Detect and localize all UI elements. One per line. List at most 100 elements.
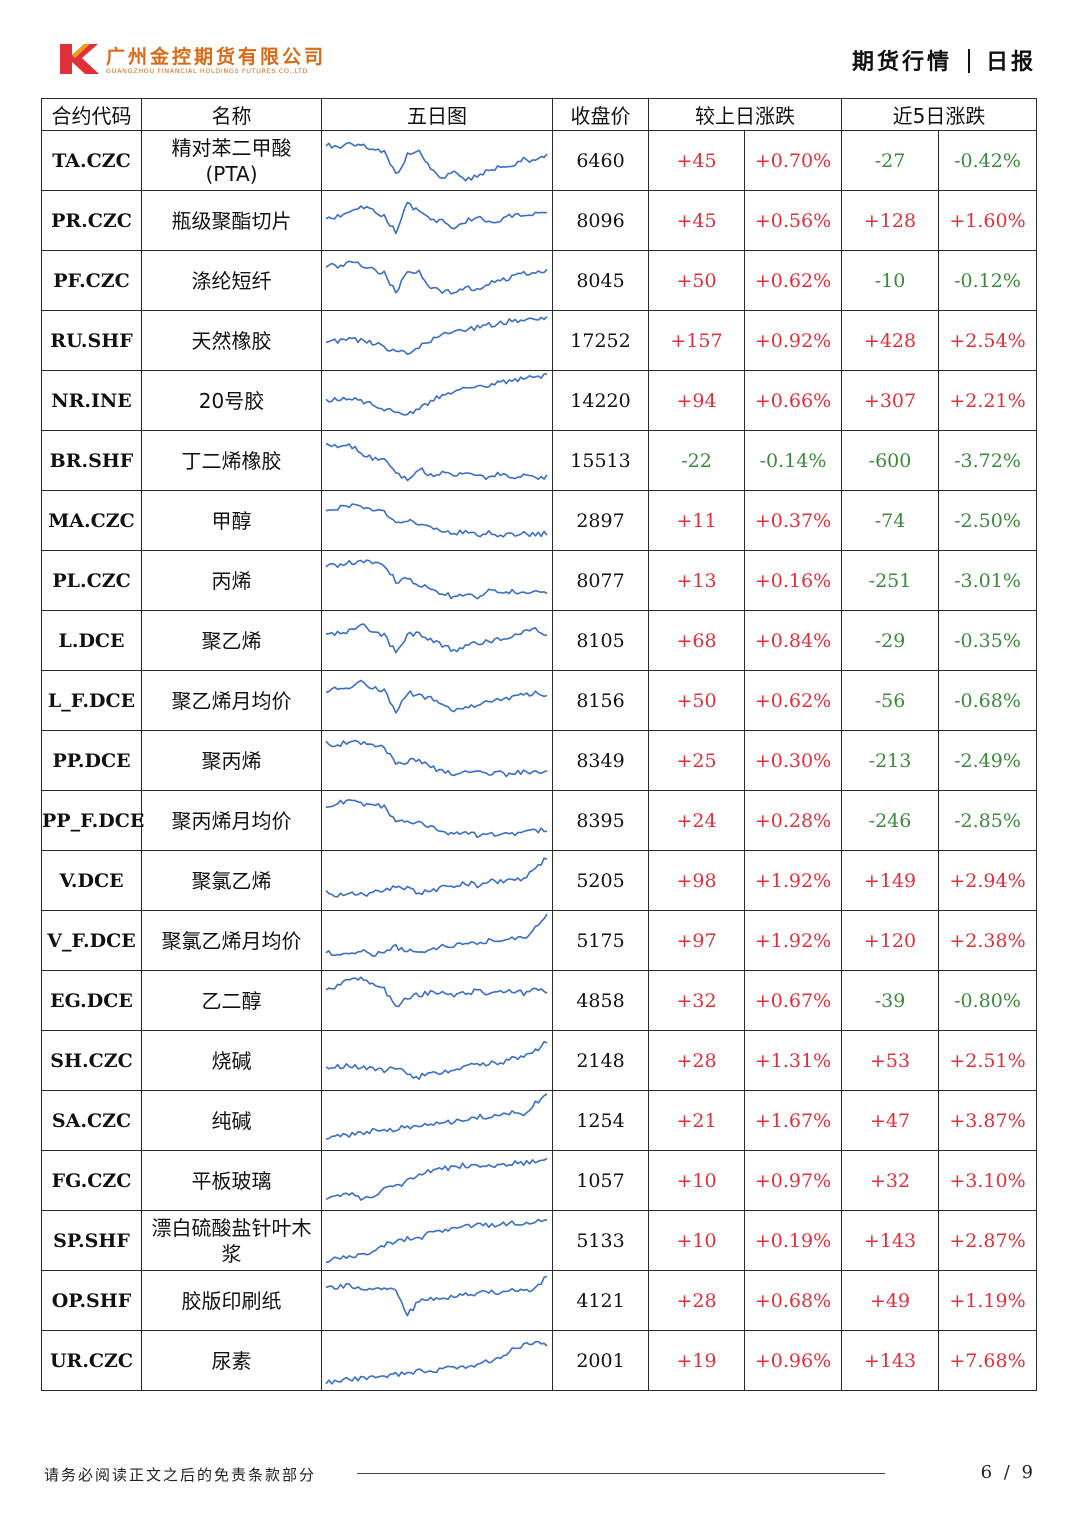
- five-day-change: -600: [841, 430, 939, 491]
- sparkline-path: [325, 1093, 548, 1140]
- table-row: TA.CZC 精对苯二甲酸 (PTA) 6460 +45 +0.70% -27 -0.42%: [41, 130, 1038, 191]
- five-day-change: +149: [841, 850, 939, 911]
- contract-code: PF.CZC: [41, 250, 142, 311]
- daily-change: +68: [648, 610, 745, 671]
- contract-code: PP_F.DCE: [41, 790, 144, 851]
- sparkline-path: [325, 201, 547, 235]
- daily-change-pct: +0.97%: [744, 1150, 842, 1211]
- sparkline-path: [325, 260, 548, 295]
- five-day-chart: [321, 1090, 553, 1151]
- contract-code: SH.CZC: [41, 1030, 142, 1091]
- page-number: 6 / 9: [980, 1462, 1036, 1483]
- five-day-change: +120: [841, 910, 939, 971]
- contract-name: 聚丙烯: [141, 730, 322, 791]
- sparkline-chart: [325, 913, 548, 957]
- five-day-change: +32: [841, 1150, 939, 1211]
- daily-change-pct: +0.84%: [744, 610, 842, 671]
- contract-code: V.DCE: [41, 850, 142, 911]
- contract-name: 尿素: [141, 1330, 322, 1391]
- five-day-change-pct: +1.60%: [937, 190, 1038, 251]
- contract-code: PL.CZC: [41, 550, 142, 611]
- contract-name: 聚乙烯: [141, 610, 322, 671]
- table-row: V.DCE 聚氯乙烯 5205 +98 +1.92% +149 +2.94%: [41, 850, 1038, 911]
- daily-change: +45: [648, 130, 745, 191]
- sparkline-chart: [325, 857, 548, 898]
- daily-change: +11: [648, 490, 745, 551]
- disclaimer-note: 请务必阅读正文之后的免责条款部分: [44, 1466, 317, 1484]
- five-day-chart: [321, 610, 553, 671]
- five-day-change: -39: [841, 970, 939, 1031]
- table-row: L.DCE 聚乙烯 8105 +68 +0.84% -29 -0.35%: [41, 610, 1038, 671]
- quote-rows: TA.CZC 精对苯二甲酸 (PTA) 6460 +45 +0.70% -27 -0.42% P…: [41, 130, 1038, 1391]
- sparkline-chart: [325, 623, 548, 654]
- five-day-change-pct: +2.38%: [937, 910, 1038, 971]
- contract-name: 瓶级聚酯切片: [141, 190, 322, 251]
- five-day-chart: [321, 790, 553, 851]
- daily-change-pct: +0.70%: [744, 130, 842, 191]
- daily-change-pct: +1.31%: [744, 1030, 842, 1091]
- table-row: EG.DCE 乙二醇 4858 +32 +0.67% -39 -0.80%: [41, 970, 1038, 1031]
- five-day-change-pct: +2.87%: [937, 1210, 1038, 1271]
- sparkline-chart: [325, 799, 548, 839]
- table-row: BR.SHF 丁二烯橡胶 15513 -22 -0.14% -600 -3.72%: [41, 430, 1038, 491]
- table-row: NR.INE 20号胶 14220 +94 +0.66% +307 +2.21%: [41, 370, 1038, 431]
- contract-code: SA.CZC: [41, 1090, 142, 1151]
- contract-name: 漂白硫酸盐针叶木浆: [141, 1210, 322, 1271]
- sparkline-path: [325, 976, 548, 1008]
- close-price: 1057: [552, 1150, 649, 1211]
- five-day-change-pct: -2.85%: [937, 790, 1038, 851]
- table-row: OP.SHF 胶版印刷纸 4121 +28 +0.68% +49 +1.19%: [41, 1270, 1038, 1331]
- contract-code: UR.CZC: [41, 1330, 142, 1391]
- sparkline-chart: [325, 559, 548, 600]
- close-price: 8077: [552, 550, 649, 611]
- daily-change-pct: +0.19%: [744, 1210, 842, 1271]
- sparkline-path: [325, 442, 548, 482]
- five-day-change: +307: [841, 370, 939, 431]
- contract-code: RU.SHF: [41, 310, 142, 371]
- sparkline-chart: [325, 1040, 548, 1080]
- logo-k-icon: [60, 44, 99, 74]
- close-price: 5133: [552, 1210, 649, 1271]
- five-day-change-pct: -3.72%: [937, 430, 1038, 491]
- daily-change: +32: [648, 970, 745, 1031]
- daily-change: +50: [648, 670, 745, 731]
- five-day-change-pct: -2.49%: [937, 730, 1038, 791]
- daily-change: +157: [648, 310, 745, 371]
- five-day-chart: [321, 430, 553, 491]
- five-day-change-pct: +2.54%: [937, 310, 1038, 371]
- close-price: 5205: [552, 850, 649, 911]
- five-day-change: -27: [841, 130, 939, 191]
- contract-name: 涤纶短纤: [141, 250, 322, 311]
- five-day-chart: [321, 850, 553, 911]
- contract-name: 丙烯: [141, 550, 322, 611]
- five-day-change: -246: [841, 790, 939, 851]
- five-day-chart: [321, 250, 553, 311]
- sparkline-path: [325, 1040, 548, 1080]
- table-row: PL.CZC 丙烯 8077 +13 +0.16% -251 -3.01%: [41, 550, 1038, 611]
- contract-name: 乙二醇: [141, 970, 322, 1031]
- report-type: 期货行情: [851, 50, 952, 75]
- daily-change-pct: +0.16%: [744, 550, 842, 611]
- close-price: 4858: [552, 970, 649, 1031]
- header-close: 收盘价: [552, 98, 649, 131]
- daily-change: +50: [648, 250, 745, 311]
- sparkline-chart: [325, 1093, 548, 1140]
- contract-code: L_F.DCE: [41, 670, 142, 731]
- sparkline-chart: [325, 1275, 548, 1317]
- daily-change: +98: [648, 850, 745, 911]
- daily-change-pct: +0.67%: [744, 970, 842, 1031]
- five-day-chart: [321, 310, 553, 371]
- header-code: 合约代码: [41, 98, 142, 131]
- sparkline-path: [325, 373, 547, 416]
- sparkline-chart: [325, 316, 548, 355]
- contract-name: 平板玻璃: [141, 1150, 322, 1211]
- daily-change: +25: [648, 730, 745, 791]
- five-day-chart: [321, 490, 553, 551]
- table-row: PP_F.DCE 聚丙烯月均价 8395 +24 +0.28% -246 -2.85%: [41, 790, 1038, 851]
- daily-change: +13: [648, 550, 745, 611]
- sparkline-chart: [325, 1340, 548, 1385]
- table-row: PF.CZC 涤纶短纤 8045 +50 +0.62% -10 -0.12%: [41, 250, 1038, 311]
- close-price: 5175: [552, 910, 649, 971]
- contract-name: 烧碱: [141, 1030, 322, 1091]
- five-day-change: -251: [841, 550, 939, 611]
